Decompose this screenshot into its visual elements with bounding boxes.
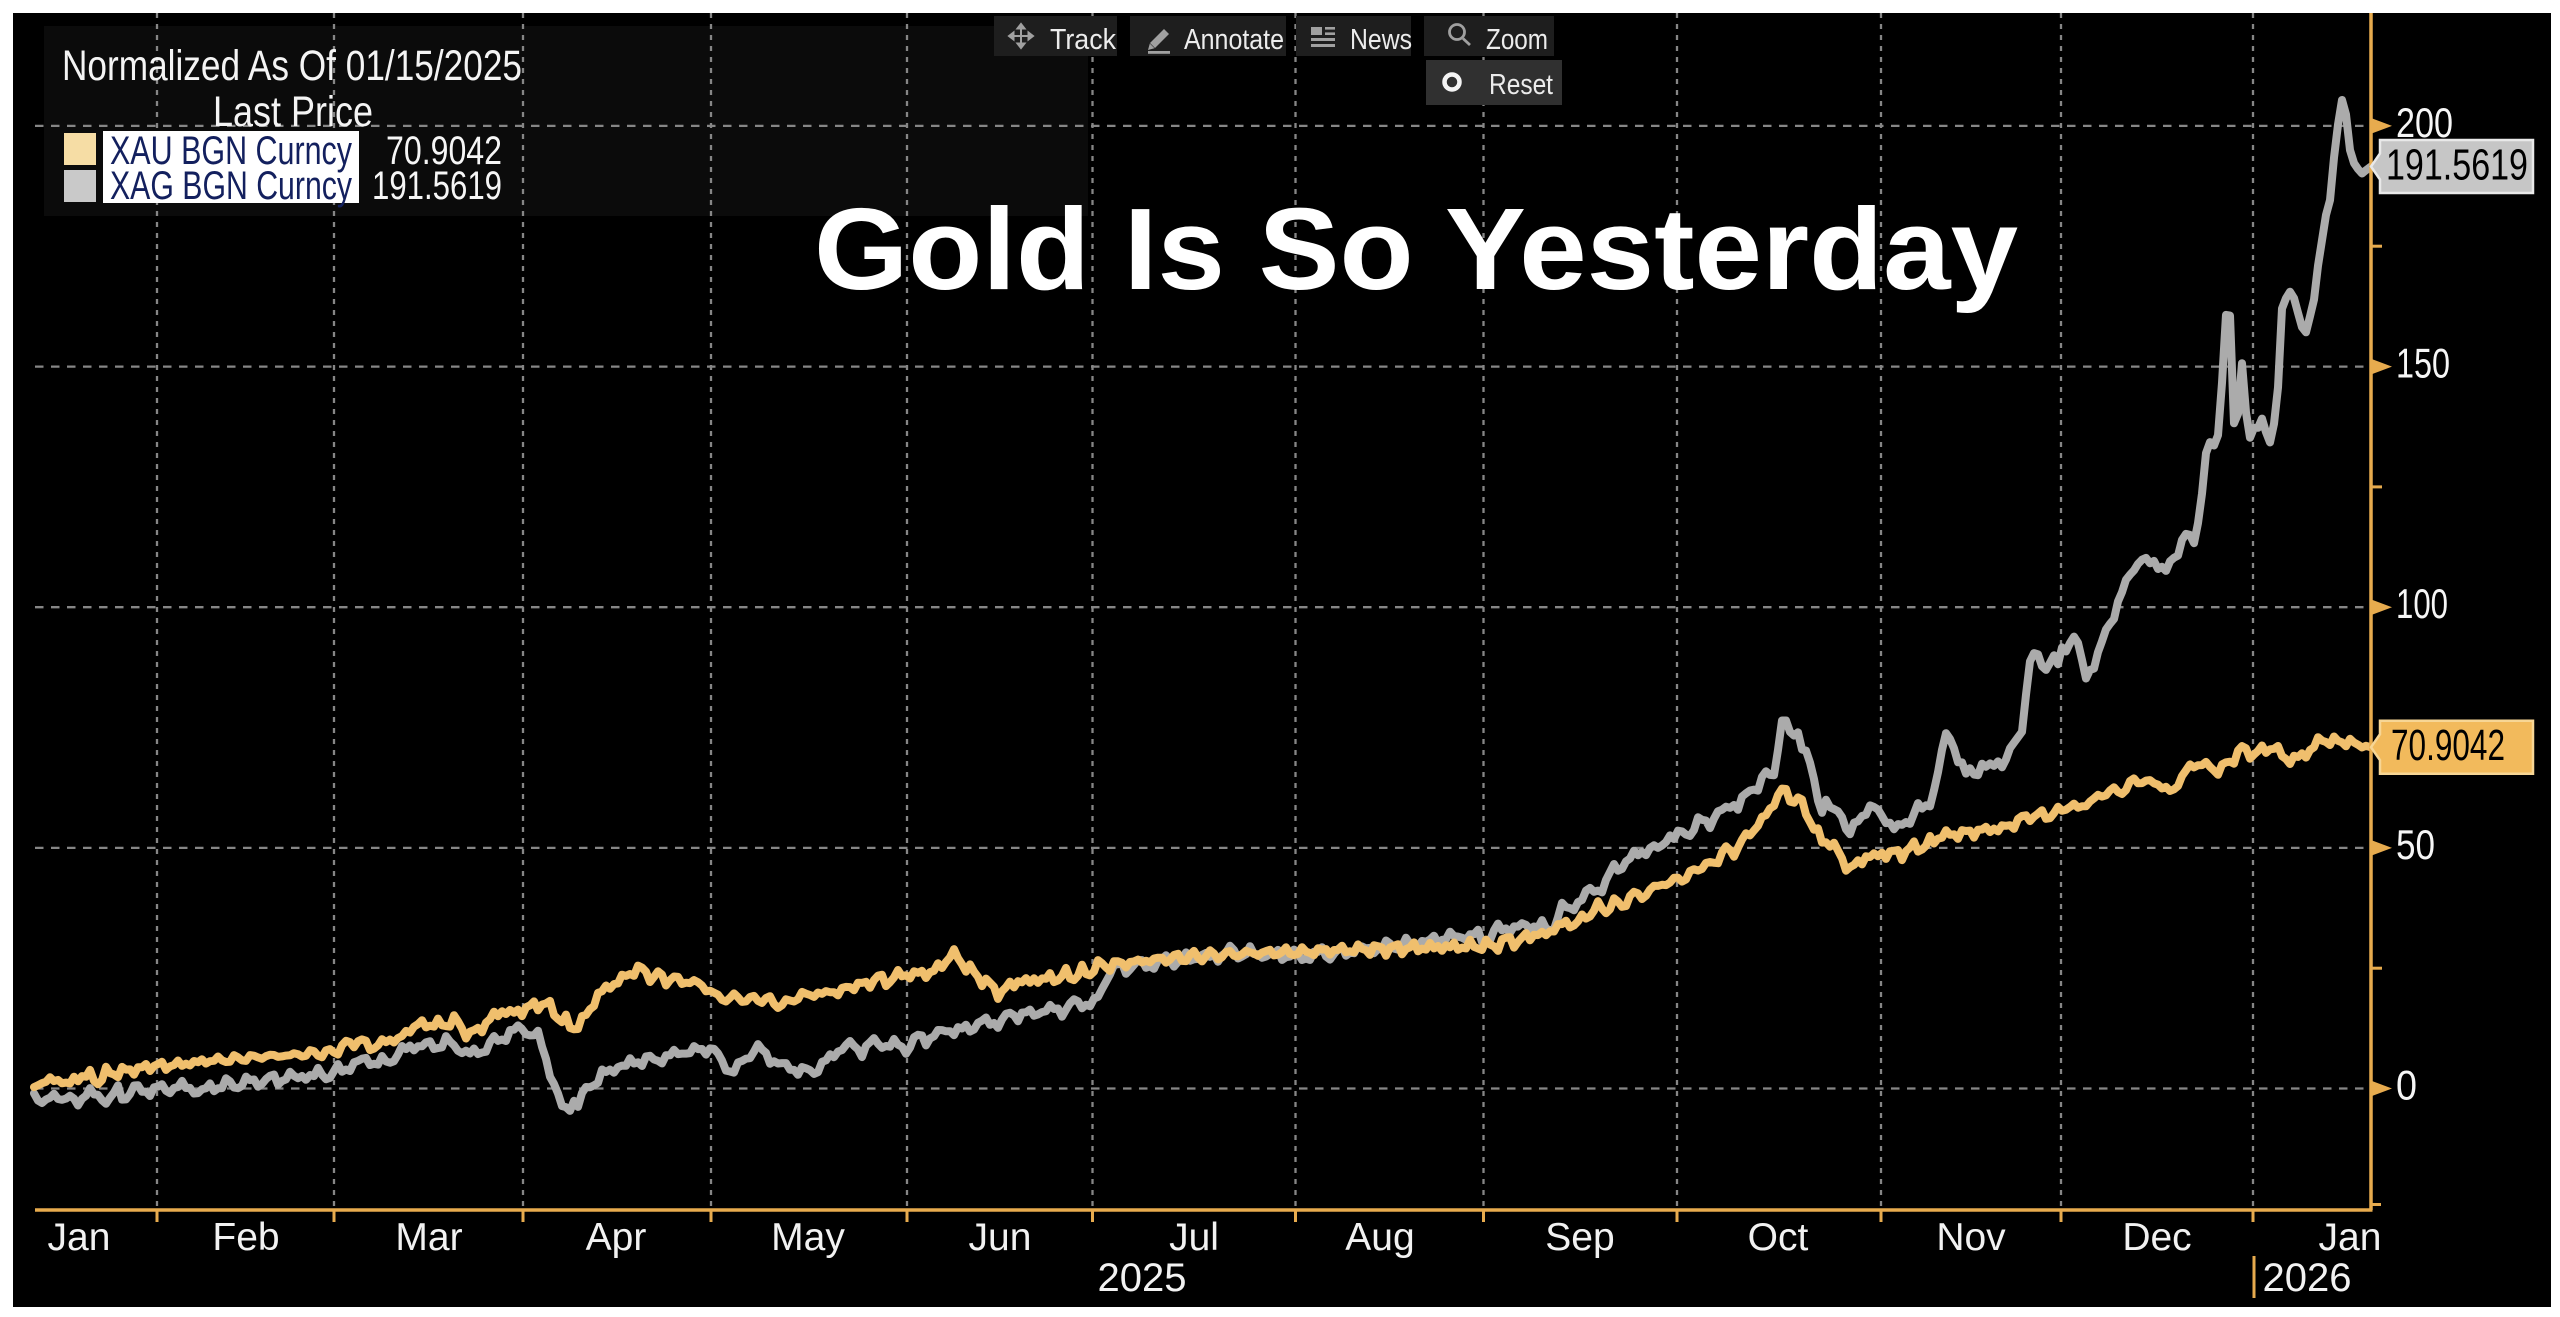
svg-text:Gold Is So Yesterday: Gold Is So Yesterday	[814, 184, 2018, 314]
svg-text:0: 0	[2396, 1062, 2417, 1109]
svg-text:Feb: Feb	[212, 1216, 279, 1259]
svg-text:70.9042: 70.9042	[2391, 721, 2505, 770]
svg-text:191.5619: 191.5619	[2386, 141, 2528, 190]
svg-text:Annotate: Annotate	[1184, 24, 1284, 56]
svg-text:Nov: Nov	[1936, 1216, 2006, 1259]
svg-text:Apr: Apr	[586, 1216, 647, 1259]
svg-text:Track: Track	[1050, 24, 1116, 56]
svg-text:Jul: Jul	[1169, 1216, 1219, 1259]
svg-text:Sep: Sep	[1545, 1216, 1614, 1259]
svg-text:2025: 2025	[1098, 1256, 1187, 1300]
svg-text:150: 150	[2396, 340, 2450, 387]
svg-text:Normalized As Of 01/15/2025: Normalized As Of 01/15/2025	[62, 42, 522, 90]
svg-text:XAU BGN Curncy: XAU BGN Curncy	[110, 129, 352, 173]
svg-text:Mar: Mar	[395, 1216, 462, 1259]
svg-text:Aug: Aug	[1345, 1216, 1414, 1259]
svg-text:XAG BGN Curncy: XAG BGN Curncy	[110, 164, 352, 208]
svg-text:Jan: Jan	[2319, 1216, 2382, 1259]
svg-text:Jan: Jan	[48, 1216, 111, 1259]
svg-text:191.5619: 191.5619	[372, 164, 502, 208]
svg-text:Dec: Dec	[2122, 1216, 2191, 1259]
svg-text:70.9042: 70.9042	[386, 129, 502, 173]
svg-text:200: 200	[2396, 99, 2453, 146]
svg-text:Reset: Reset	[1489, 69, 1553, 101]
svg-text:Jun: Jun	[969, 1216, 1032, 1259]
svg-text:Zoom: Zoom	[1486, 24, 1548, 56]
svg-text:50: 50	[2396, 821, 2435, 868]
svg-text:May: May	[771, 1216, 845, 1259]
svg-text:Oct: Oct	[1748, 1216, 1809, 1259]
svg-text:2026: 2026	[2263, 1256, 2352, 1300]
svg-text:100: 100	[2396, 580, 2448, 627]
svg-text:Last Price: Last Price	[213, 88, 373, 136]
svg-text:News: News	[1350, 24, 1412, 56]
